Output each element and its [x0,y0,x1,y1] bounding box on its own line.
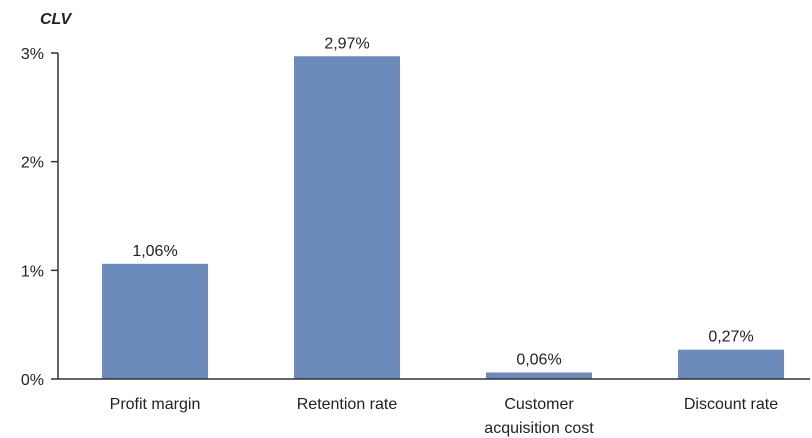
bar-value-label: 1,06% [132,243,177,260]
x-category-label-line: Profit margin [110,396,201,413]
bar-value-label: 2,97% [324,35,369,52]
x-category-label: Profit margin [110,396,201,413]
x-category-label-line: Discount rate [684,396,778,413]
x-category-label-line: acquisition cost [484,420,594,437]
bar [486,372,592,379]
x-category-label: Discount rate [684,396,778,413]
x-axis: Profit margin Retention rate Customer acqui… [58,378,810,437]
y-tick-label: 1% [21,263,44,280]
x-category-label: Customer acquisition cost [484,396,594,437]
bar [678,349,784,379]
x-category-label-line: Customer [504,396,574,413]
bars [102,56,784,379]
x-category-label: Retention rate [297,396,398,413]
bar [294,56,400,379]
y-tick-label: 3% [21,46,44,63]
y-tick-label: 0% [21,372,44,389]
y-axis-title: CLV [40,11,72,28]
bar [102,263,208,379]
y-tick-label: 2% [21,155,44,172]
bar-value-label: 0,27% [708,329,753,346]
y-axis: 0% 1% 2% 3% [21,46,59,389]
bar-value-label: 0,06% [516,351,561,368]
x-category-label-line: Retention rate [297,396,398,413]
data-labels: 1,06% 2,97% 0,06% 0,27% [132,35,753,368]
